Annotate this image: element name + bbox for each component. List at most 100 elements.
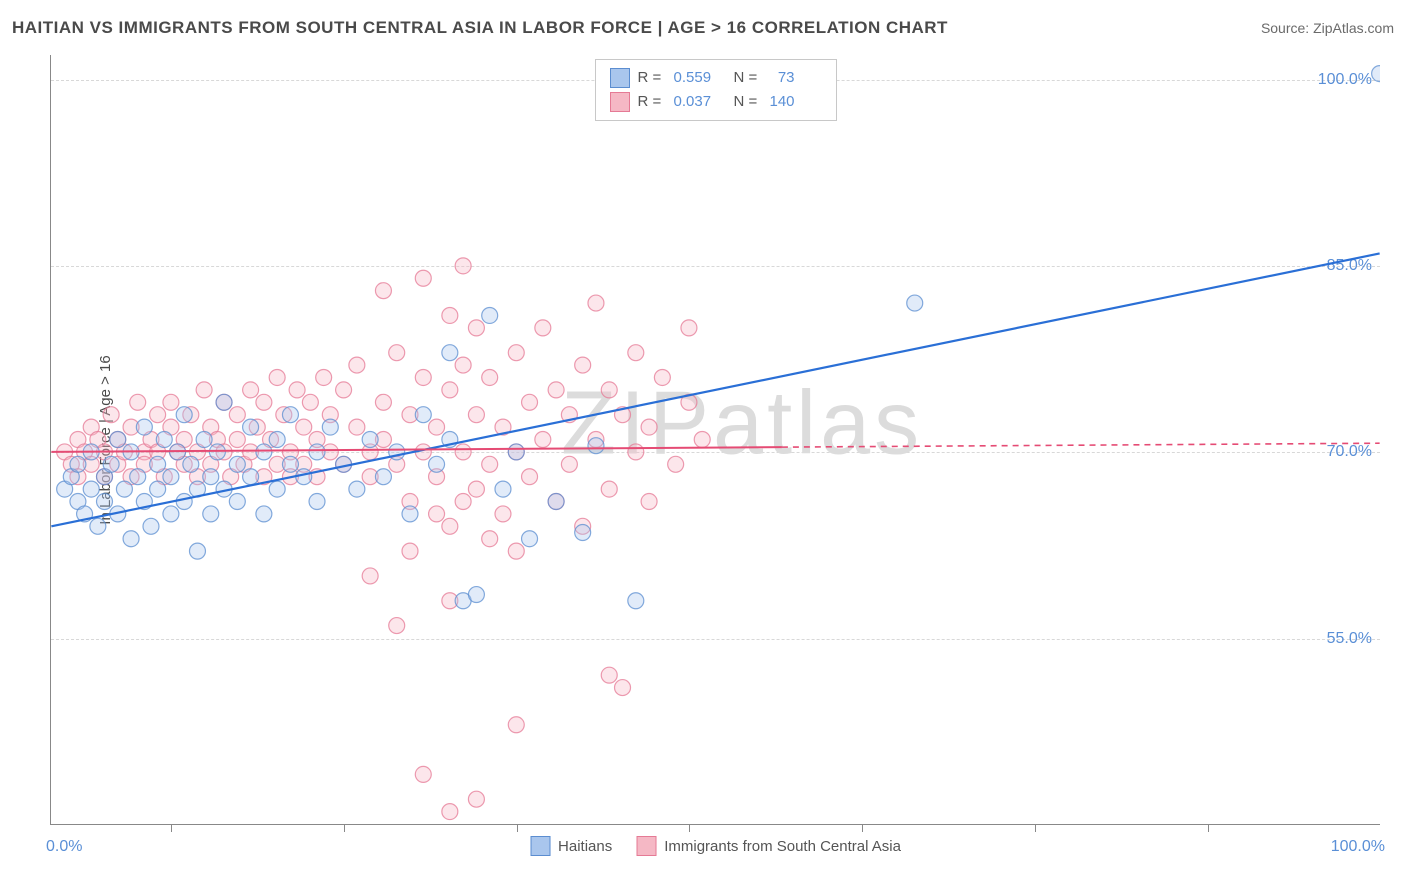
data-point [110,432,126,448]
data-point [575,357,591,373]
legend-bottom: Haitians Immigrants from South Central A… [530,836,901,856]
data-point [163,506,179,522]
data-point [575,525,591,541]
chart-area: In Labor Force | Age > 16 ZIPatlas R = 0… [50,55,1380,825]
data-point [588,295,604,311]
data-point [156,432,172,448]
trend-line-dashed [782,443,1380,447]
data-point [535,320,551,336]
data-point [1372,66,1380,82]
data-point [309,494,325,510]
data-point [522,469,538,485]
data-point [442,382,458,398]
data-point [269,432,285,448]
data-point [302,394,318,410]
data-point [415,270,431,286]
x-tick [862,824,863,832]
x-tick [689,824,690,832]
data-point [588,438,604,454]
data-point [269,481,285,497]
data-point [495,506,511,522]
data-point [116,481,132,497]
data-point [429,456,445,472]
legend-row-1: R = 0.559 N = 73 [610,66,822,90]
data-point [130,469,146,485]
data-point [70,456,86,472]
data-point [402,543,418,559]
data-point [229,494,245,510]
legend-swatch-haitians [530,836,550,856]
data-point [130,394,146,410]
data-point [349,357,365,373]
data-point [309,444,325,460]
data-point [668,456,684,472]
data-point [389,345,405,361]
data-point [375,283,391,299]
data-point [415,369,431,385]
x-tick [344,824,345,832]
data-point [681,320,697,336]
data-point [429,506,445,522]
legend-bottom-haitians: Haitians [530,836,612,856]
legend-swatch-immigrants [610,92,630,112]
data-point [316,369,332,385]
data-point [654,369,670,385]
data-point [628,345,644,361]
data-point [256,506,272,522]
data-point [375,394,391,410]
legend-row-2: R = 0.037 N = 140 [610,90,822,114]
legend-swatch-haitians [610,68,630,88]
data-point [907,295,923,311]
data-point [163,469,179,485]
legend-label: Haitians [558,838,612,855]
data-point [196,382,212,398]
data-point [482,307,498,323]
data-point [229,407,245,423]
data-point [123,531,139,547]
x-tick [517,824,518,832]
data-point [508,717,524,733]
data-point [389,618,405,634]
data-point [289,382,305,398]
data-point [415,407,431,423]
data-point [601,667,617,683]
x-tick [1208,824,1209,832]
data-point [103,407,119,423]
data-point [97,494,113,510]
data-point [601,382,617,398]
data-point [415,766,431,782]
data-point [229,432,245,448]
data-point [362,432,378,448]
data-point [628,444,644,460]
data-point [455,494,471,510]
data-point [522,394,538,410]
data-point [90,518,106,534]
data-point [468,791,484,807]
legend-bottom-immigrants: Immigrants from South Central Asia [636,836,901,856]
data-point [256,444,272,460]
x-axis-max-label: 100.0% [1331,838,1385,856]
data-point [508,543,524,559]
data-point [150,456,166,472]
data-point [455,258,471,274]
data-point [482,369,498,385]
data-point [495,481,511,497]
data-point [561,456,577,472]
data-point [349,481,365,497]
legend-R-label: R = [638,66,666,90]
data-point [203,506,219,522]
legend-N-val-1: 73 [770,66,822,90]
data-point [176,494,192,510]
data-point [196,432,212,448]
data-point [203,469,219,485]
chart-title: HAITIAN VS IMMIGRANTS FROM SOUTH CENTRAL… [12,18,948,38]
scatter-plot-svg [51,55,1380,824]
data-point [243,382,259,398]
data-point [322,419,338,435]
data-point [429,419,445,435]
legend-N-label: N = [734,66,762,90]
data-point [482,456,498,472]
legend-R-val-1: 0.559 [674,66,726,90]
source-label: Source: ZipAtlas.com [1261,20,1394,36]
data-point [229,456,245,472]
